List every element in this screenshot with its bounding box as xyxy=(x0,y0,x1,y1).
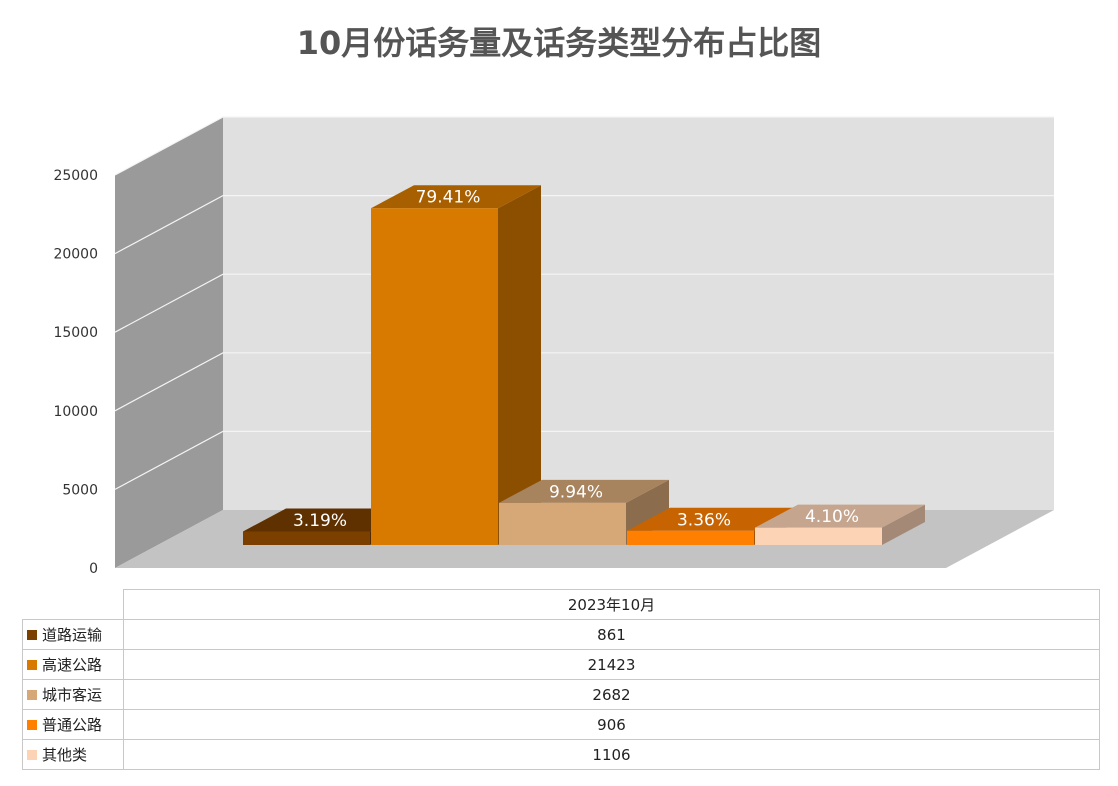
bar-front xyxy=(627,530,754,545)
series-value: 1106 xyxy=(123,739,1100,770)
gridline xyxy=(114,273,1054,333)
bar-top xyxy=(371,185,541,209)
legend-entry: 道路运输 xyxy=(22,619,124,650)
data-label: 3.36% xyxy=(677,510,731,530)
gridline xyxy=(114,116,1054,176)
data-label: 4.10% xyxy=(805,507,859,527)
series-value: 861 xyxy=(123,619,1100,650)
data-label: 9.94% xyxy=(549,482,603,502)
bar-4: 4.10% xyxy=(755,504,925,545)
table-row: 道路运输 861 xyxy=(22,619,1100,650)
category-label: 2023年10月 xyxy=(123,589,1100,620)
back-wall xyxy=(223,117,1054,510)
y-tick-label: 20000 xyxy=(53,247,98,263)
bar-side xyxy=(498,185,541,545)
bar-side xyxy=(882,504,925,545)
series-value: 2682 xyxy=(123,679,1100,710)
y-axis-ticks: 0 5000 10000 15000 20000 25000 xyxy=(53,168,98,577)
bar-top xyxy=(627,507,797,531)
gridline xyxy=(114,352,1054,412)
data-label: 79.41% xyxy=(416,188,481,208)
table-row: 普通公路 906 xyxy=(22,709,1100,740)
data-table: 2023年10月 道路运输 861 高速公路 21423 城市客运 2682 普… xyxy=(22,589,1100,770)
y-tick-label: 10000 xyxy=(53,404,98,420)
gridline xyxy=(114,195,1054,255)
legend-swatch xyxy=(27,660,37,670)
legend-swatch xyxy=(27,750,37,760)
legend-entry: 其他类 xyxy=(22,739,124,770)
series-name: 普通公路 xyxy=(42,716,103,734)
series-name: 城市客运 xyxy=(42,686,103,704)
data-label: 3.19% xyxy=(293,511,347,531)
bar-front xyxy=(243,531,370,545)
series-name: 其他类 xyxy=(42,746,88,764)
bar-top xyxy=(755,504,925,528)
series-name: 道路运输 xyxy=(42,626,103,644)
legend-entry: 高速公路 xyxy=(22,649,124,680)
bars: 3.19% 79.41% 9.94% 3.36% 4.10% xyxy=(243,185,925,545)
gridlines xyxy=(114,116,1054,490)
series-name: 高速公路 xyxy=(42,656,103,674)
series-value: 21423 xyxy=(123,649,1100,680)
y-tick-label: 5000 xyxy=(62,482,98,498)
legend-entry: 城市客运 xyxy=(22,679,124,710)
bar-front xyxy=(755,527,882,545)
gridline xyxy=(114,430,1054,490)
bar-front xyxy=(499,502,626,545)
chart-title: 10月份话务量及话务类型分布占比图 xyxy=(296,24,822,62)
plot-area: 0 5000 10000 15000 20000 25000 3.19% 79.41% 9.9… xyxy=(53,116,1054,577)
bar-2: 9.94% xyxy=(499,479,669,545)
table-corner xyxy=(22,589,124,620)
y-tick-label: 25000 xyxy=(53,168,98,184)
legend-entry: 普通公路 xyxy=(22,709,124,740)
series-value: 906 xyxy=(123,709,1100,740)
table-row: 高速公路 21423 xyxy=(22,649,1100,680)
table-row: 其他类 1106 xyxy=(22,739,1100,770)
bar-top xyxy=(499,479,669,503)
bar-1: 79.41% xyxy=(371,185,541,545)
legend-swatch xyxy=(27,630,37,640)
side-wall xyxy=(115,117,223,568)
table-row: 城市客运 2682 xyxy=(22,679,1100,710)
table-header-row: 2023年10月 xyxy=(22,589,1100,620)
y-tick-label: 0 xyxy=(89,561,98,577)
legend-swatch xyxy=(27,720,37,730)
bar-front xyxy=(371,208,498,545)
y-tick-label: 15000 xyxy=(53,325,98,341)
bar-top xyxy=(243,508,413,532)
legend-swatch xyxy=(27,690,37,700)
